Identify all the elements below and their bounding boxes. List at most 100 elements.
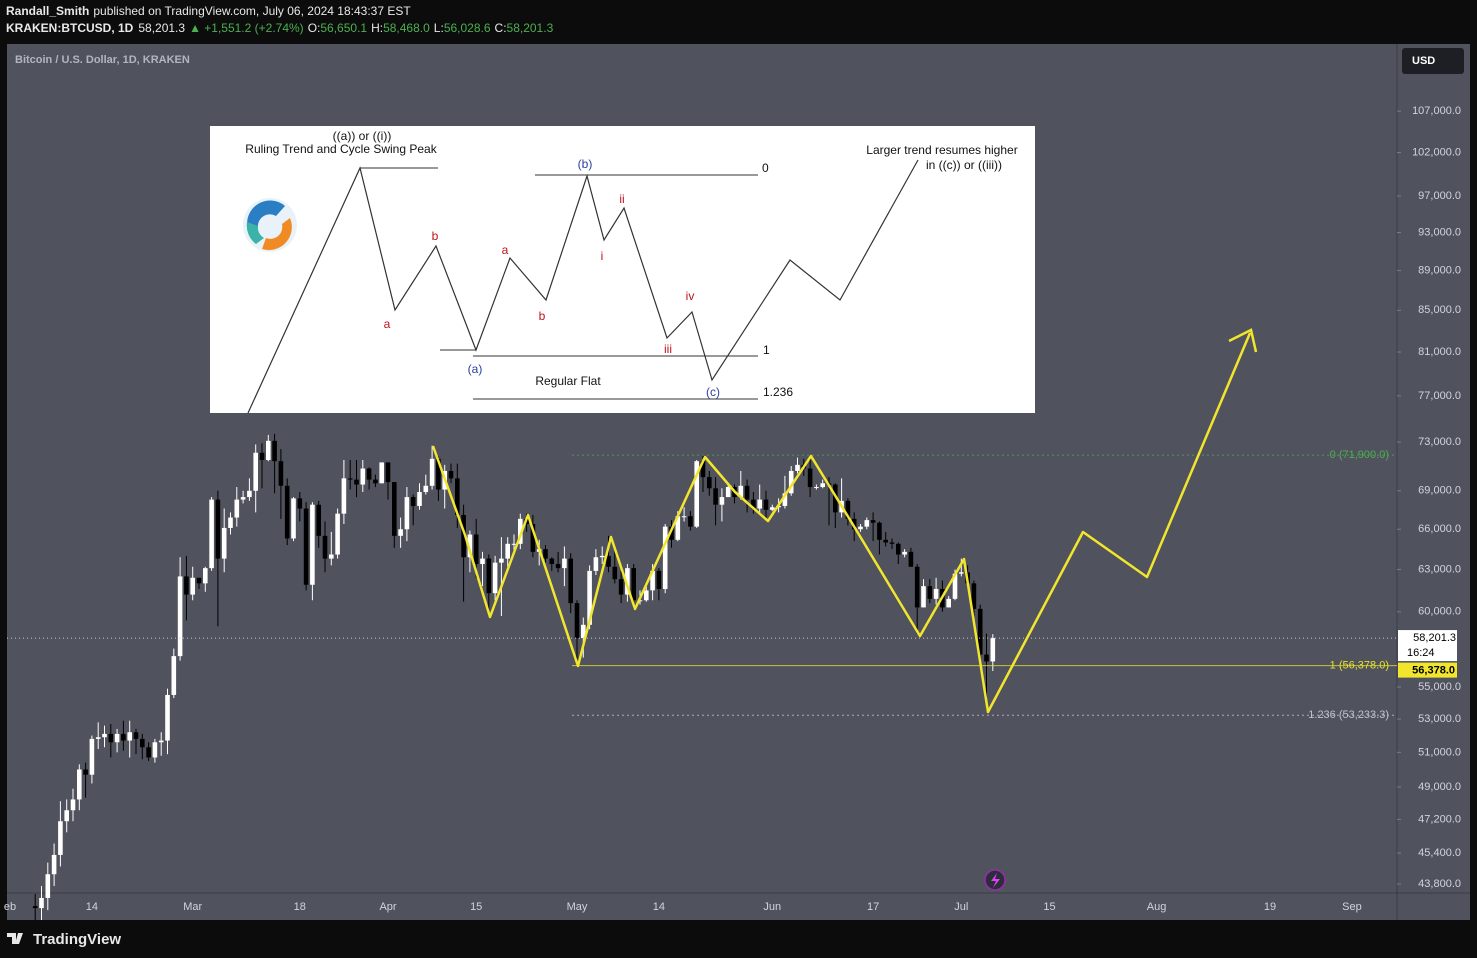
candle-body bbox=[335, 513, 340, 555]
candle-body bbox=[499, 558, 504, 563]
candle-body bbox=[858, 526, 863, 530]
projection bbox=[431, 328, 1258, 714]
y-tick-label: 45,400.0 bbox=[1418, 847, 1461, 859]
diagram-label: Larger trend resumes higher bbox=[866, 143, 1017, 157]
candle-body bbox=[429, 458, 435, 486]
candle-body bbox=[738, 485, 744, 498]
candle-body bbox=[833, 484, 838, 513]
candle-body bbox=[467, 534, 473, 558]
candle-body bbox=[51, 854, 57, 875]
candle-body bbox=[851, 518, 857, 530]
candle-body bbox=[165, 694, 170, 741]
candle-body bbox=[725, 487, 731, 498]
diagram-label: ((a)) or ((i)) bbox=[333, 129, 392, 143]
candle-body bbox=[392, 482, 397, 536]
candle-body bbox=[354, 479, 359, 485]
logo bbox=[243, 198, 297, 252]
candle-body bbox=[89, 738, 95, 775]
diagram-label: in ((c)) or ((iii)) bbox=[926, 158, 1002, 172]
wave-path bbox=[247, 159, 919, 414]
candle-body bbox=[581, 624, 586, 639]
candle-body bbox=[568, 558, 573, 604]
candle-body bbox=[114, 733, 120, 743]
candle-body bbox=[423, 485, 429, 493]
candle-body bbox=[133, 732, 139, 739]
candle-body bbox=[530, 524, 536, 552]
ohlc-value: 56,650.1 bbox=[320, 21, 367, 35]
candle-body bbox=[127, 732, 132, 741]
fib-price-label: 56,378.0 bbox=[1412, 665, 1455, 677]
y-tick-label: 77,000.0 bbox=[1418, 390, 1461, 402]
candle-body bbox=[64, 810, 69, 822]
wave-label: i bbox=[601, 249, 604, 263]
candle-body bbox=[253, 452, 258, 491]
candle-body bbox=[650, 570, 655, 591]
fib-label: 1 bbox=[763, 343, 770, 357]
candle-body bbox=[656, 570, 662, 589]
candle-body bbox=[121, 733, 126, 741]
candle-body bbox=[385, 462, 391, 483]
candle-body bbox=[927, 586, 933, 599]
candle-body bbox=[410, 497, 416, 506]
change: ▲ +1,551.2 (+2.74%) bbox=[189, 21, 304, 35]
arrow-head bbox=[1228, 328, 1258, 353]
candle-body bbox=[593, 557, 599, 571]
y-tick-label: 97,000.0 bbox=[1418, 190, 1461, 202]
candle-body bbox=[933, 588, 939, 599]
candle-body bbox=[977, 608, 983, 655]
candle-body bbox=[921, 586, 926, 608]
publish-info: published on TradingView.com, July 06, 2… bbox=[93, 4, 411, 18]
brand-name: TradingView bbox=[33, 931, 121, 948]
candle-body bbox=[152, 742, 158, 758]
candle-body bbox=[177, 576, 183, 657]
candle-body bbox=[461, 514, 466, 558]
candle-body bbox=[864, 520, 870, 527]
x-tick-label: 15 bbox=[470, 901, 482, 913]
wave-diagram: ((a)) or ((i)) Ruling Trend and Cycle Sw… bbox=[210, 126, 1035, 414]
candle-body bbox=[108, 733, 114, 743]
candle-body bbox=[757, 499, 762, 509]
candle-body bbox=[341, 478, 347, 514]
fib-price-box bbox=[1398, 662, 1457, 678]
candle-body bbox=[455, 478, 460, 515]
publish-line: Randall_Smith published on TradingView.co… bbox=[6, 4, 411, 18]
candle-body bbox=[448, 470, 454, 479]
y-tick-label: 69,000.0 bbox=[1418, 485, 1461, 497]
candle-body bbox=[190, 577, 195, 595]
candle-body bbox=[719, 497, 725, 505]
candle-body bbox=[373, 479, 378, 484]
x-tick-label: Mar bbox=[183, 901, 202, 913]
current-price-box bbox=[1398, 630, 1457, 662]
x-tick-label: 14 bbox=[86, 901, 98, 913]
candle-body bbox=[694, 461, 699, 527]
candle-body bbox=[644, 590, 649, 601]
candle-body bbox=[417, 492, 422, 506]
x-tick-label: Aug bbox=[1147, 901, 1167, 913]
y-tick-label: 73,000.0 bbox=[1418, 436, 1461, 448]
currency-button[interactable] bbox=[1402, 48, 1464, 74]
currency-label: USD bbox=[1412, 55, 1435, 67]
candle-body bbox=[700, 461, 706, 478]
logo-arc bbox=[246, 222, 264, 244]
candle-body bbox=[102, 733, 107, 738]
candle-body bbox=[322, 535, 328, 559]
candle-body bbox=[221, 527, 227, 559]
candle-body bbox=[209, 499, 214, 569]
candle-body bbox=[788, 470, 794, 494]
candle-body bbox=[215, 499, 221, 559]
candle-body bbox=[889, 542, 895, 544]
y-tick-label: 55,000.0 bbox=[1418, 681, 1461, 693]
fib-level-label: 1.236 (53,233.3) bbox=[1308, 709, 1389, 721]
x-tick-label: Jun bbox=[763, 901, 781, 913]
ohlc-label: C: bbox=[495, 21, 507, 35]
y-tick-label: 47,200.0 bbox=[1418, 813, 1461, 825]
candle-body bbox=[896, 543, 901, 555]
y-tick-label: 53,000.0 bbox=[1418, 713, 1461, 725]
candle-body bbox=[486, 558, 492, 594]
candle-body bbox=[272, 440, 277, 462]
candle-body bbox=[587, 570, 592, 625]
ohlc-label: H: bbox=[371, 21, 383, 35]
candle-body bbox=[360, 468, 366, 485]
candle-body bbox=[518, 518, 523, 544]
y-tick-label: 63,000.0 bbox=[1418, 563, 1461, 575]
